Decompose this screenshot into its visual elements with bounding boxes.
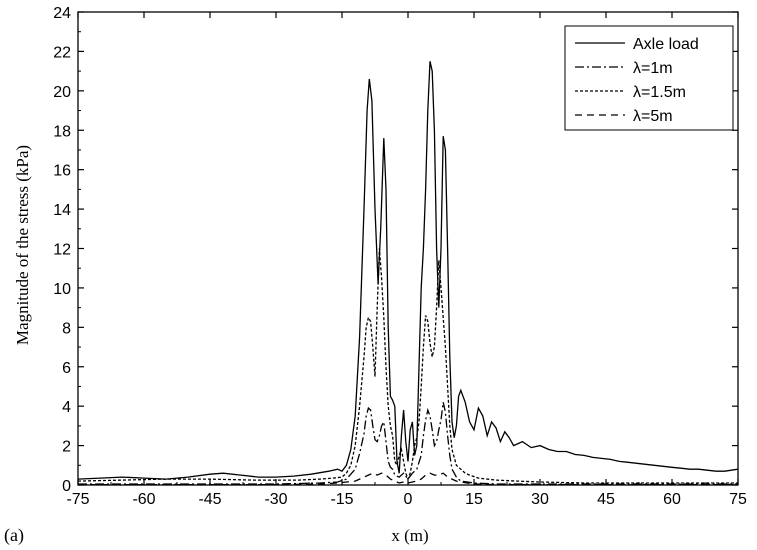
legend-label-3: λ=1.5m (633, 84, 686, 101)
y-tick-label: 8 (62, 320, 71, 337)
y-tick-label: 2 (62, 439, 71, 456)
x-tick-label: 0 (404, 491, 413, 508)
x-tick-label: -60 (132, 491, 155, 508)
legend: Axle load λ=1m λ=1.5m λ=5m (564, 25, 734, 131)
y-tick-label: 16 (53, 163, 71, 180)
series-line-4 (78, 472, 738, 486)
x-axis-title: x (m) (391, 526, 428, 545)
y-tick-label: 20 (53, 84, 71, 101)
series-line-2 (78, 402, 738, 485)
y-tick-label: 14 (53, 202, 71, 219)
y-tick-label: 12 (53, 242, 71, 259)
y-tick-label: 22 (53, 44, 71, 61)
series-line-3 (77, 248, 738, 484)
x-tick-label: 60 (663, 491, 681, 508)
y-tick-label: 24 (53, 5, 71, 22)
legend-label-2: λ=1m (633, 60, 673, 77)
x-tick-label: 30 (531, 491, 549, 508)
y-tick-label: 10 (53, 281, 71, 298)
y-tick-label: 0 (62, 478, 71, 495)
y-tick-label: 4 (62, 399, 71, 416)
x-tick-label: -15 (330, 491, 353, 508)
x-tick-label: 75 (729, 491, 747, 508)
y-tick-label: 6 (62, 360, 71, 377)
x-tick-label: -75 (66, 491, 89, 508)
x-tick-label: -45 (198, 491, 221, 508)
x-tick-label: 45 (597, 491, 615, 508)
plot-lines (77, 61, 739, 486)
axis-ticks: -75 -60 -45 -30 -15 0 15 30 45 60 7502468101214161… (53, 5, 747, 508)
x-tick-label: 15 (465, 491, 483, 508)
legend-label-4: λ=5m (633, 108, 673, 125)
y-tick-label: 18 (53, 123, 71, 140)
legend-label-1: Axle load (633, 36, 699, 53)
panel-label: (a) (4, 525, 24, 546)
y-axis-title: Magnitude of the stress (kPa) (13, 145, 32, 345)
x-tick-label: -30 (264, 491, 287, 508)
series-line-1 (77, 61, 739, 480)
